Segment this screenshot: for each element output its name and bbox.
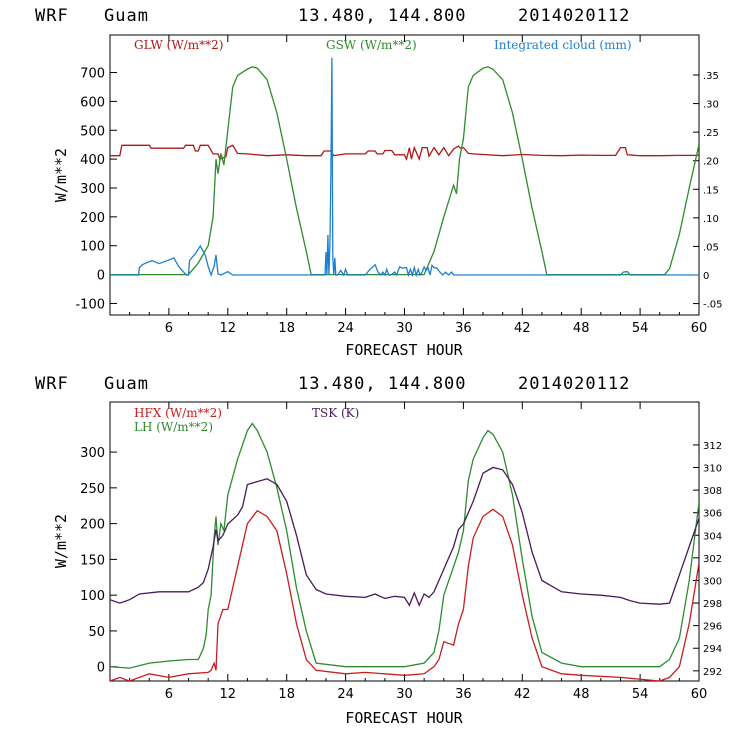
y-tick-label: 600 bbox=[80, 95, 105, 110]
series-line-2 bbox=[110, 57, 699, 278]
y-tick-label: 100 bbox=[80, 240, 105, 255]
x-tick-label: 24 bbox=[337, 687, 354, 702]
y2-tick-label: 306 bbox=[703, 509, 722, 520]
y2-tick-label: .25 bbox=[703, 128, 719, 139]
y-tick-label: 100 bbox=[80, 589, 105, 604]
y2-tick-label: 304 bbox=[703, 531, 722, 542]
x-tick-label: 54 bbox=[632, 321, 649, 336]
x-tick-label: 36 bbox=[455, 321, 472, 336]
x-tick-label: 48 bbox=[573, 687, 590, 702]
header-coords: 13.480, 144.800 bbox=[298, 374, 467, 394]
header-date: 2014020112 bbox=[518, 6, 630, 26]
series-group bbox=[110, 57, 699, 278]
x-tick-label: 36 bbox=[455, 687, 472, 702]
plot-frame bbox=[109, 401, 700, 682]
y2-tick-label: .10 bbox=[703, 214, 719, 225]
y-tick-label: 400 bbox=[80, 153, 105, 168]
header-location: Guam bbox=[104, 6, 149, 26]
y2-tick-label: -.05 bbox=[703, 300, 723, 311]
y-tick-label: 250 bbox=[80, 482, 105, 497]
x-tick-label: 12 bbox=[220, 687, 237, 702]
x-tick-label: 18 bbox=[278, 321, 295, 336]
y-tick-label: 200 bbox=[80, 518, 105, 533]
series-group bbox=[110, 422, 699, 681]
y2-tick-label: 308 bbox=[703, 486, 722, 497]
series-line-1 bbox=[110, 422, 699, 669]
x-axis-label: FORECAST HOUR bbox=[345, 709, 463, 727]
y2-tick-label: .15 bbox=[703, 185, 719, 196]
x-tick-label: 60 bbox=[691, 321, 708, 336]
header-date: 2014020112 bbox=[518, 374, 630, 394]
y2-tick-label: .30 bbox=[703, 100, 719, 111]
x-ticks: 6 12 18 24 30 36 42 48 54 60 bbox=[129, 35, 708, 336]
y2-tick-label: 310 bbox=[703, 464, 722, 475]
y-ticks: -100 0 100 200 300 400 500 600 700 bbox=[75, 67, 117, 312]
panel-bottom: WRF Guam 13.480, 144.800 2014020112 6 12 1… bbox=[35, 374, 722, 727]
legend-lh: LH (W/m**2) bbox=[134, 420, 213, 434]
y-tick-label: 700 bbox=[80, 67, 105, 82]
y2-tick-label: 292 bbox=[703, 667, 722, 678]
x-tick-label: 60 bbox=[691, 687, 708, 702]
series-line-0 bbox=[110, 508, 699, 681]
header-model: WRF bbox=[35, 374, 69, 394]
y-tick-label: 0 bbox=[97, 661, 105, 676]
x-ticks: 6 12 18 24 30 36 42 48 54 60 bbox=[129, 402, 708, 702]
panel-top: WRF Guam 13.480, 144.800 2014020112 6 12 1… bbox=[35, 6, 723, 359]
header-location: Guam bbox=[104, 374, 149, 394]
x-tick-label: 48 bbox=[573, 321, 590, 336]
legend-hfx: HFX (W/m**2) bbox=[134, 406, 222, 420]
header-coords: 13.480, 144.800 bbox=[298, 6, 467, 26]
x-axis-label: FORECAST HOUR bbox=[345, 341, 463, 359]
header-model: WRF bbox=[35, 6, 69, 26]
y2-tick-label: 312 bbox=[703, 441, 722, 452]
x-tick-label: 42 bbox=[514, 687, 531, 702]
x-tick-label: 6 bbox=[165, 321, 173, 336]
y-tick-label: 500 bbox=[80, 124, 105, 139]
x-tick-label: 54 bbox=[632, 687, 649, 702]
legend-glw: GLW (W/m**2) bbox=[134, 38, 223, 52]
x-tick-label: 6 bbox=[165, 687, 173, 702]
x-tick-label: 30 bbox=[396, 321, 413, 336]
legend-cloud: Integrated cloud (mm) bbox=[494, 38, 632, 52]
y2-tick-label: 300 bbox=[703, 576, 722, 587]
x-tick-label: 24 bbox=[337, 321, 354, 336]
y2-tick-label: 0 bbox=[703, 271, 709, 282]
y-tick-label: 300 bbox=[80, 446, 105, 461]
y-tick-label: 0 bbox=[97, 269, 105, 284]
series-line-0 bbox=[110, 144, 699, 162]
y-tick-label: 150 bbox=[80, 553, 105, 568]
plot-frame bbox=[109, 34, 700, 316]
x-tick-label: 18 bbox=[278, 687, 295, 702]
y-tick-label: 300 bbox=[80, 182, 105, 197]
y-ticks: 0 50 100 150 200 250 300 bbox=[80, 446, 117, 676]
y2-tick-label: 302 bbox=[703, 554, 722, 565]
legend-tsk: TSK (K) bbox=[312, 406, 359, 420]
y-tick-label: 200 bbox=[80, 211, 105, 226]
legend-gsw: GSW (W/m**2) bbox=[326, 38, 417, 52]
y2-tick-label: 298 bbox=[703, 599, 722, 610]
x-tick-label: 42 bbox=[514, 321, 531, 336]
y-tick-label: -100 bbox=[75, 297, 105, 312]
y2-tick-label: .20 bbox=[703, 157, 719, 168]
series-line-1 bbox=[110, 66, 699, 276]
x-tick-label: 12 bbox=[220, 321, 237, 336]
y-axis-label: W/m**2 bbox=[52, 148, 70, 202]
y2-ticks: -.05 0 .05 .10 .15 .20 .25 .30 .35 bbox=[693, 71, 723, 311]
y2-tick-label: 296 bbox=[703, 622, 722, 633]
y-axis-label: W/m**2 bbox=[52, 514, 70, 568]
y2-tick-label: .05 bbox=[703, 242, 719, 253]
y2-ticks: 292 294 296 298 300 302 304 306 308 310 312 bbox=[693, 441, 722, 678]
series-line-2 bbox=[110, 466, 699, 607]
y2-tick-label: .35 bbox=[703, 71, 719, 82]
y2-tick-label: 294 bbox=[703, 644, 722, 655]
y-tick-label: 50 bbox=[88, 625, 105, 640]
x-tick-label: 30 bbox=[396, 687, 413, 702]
